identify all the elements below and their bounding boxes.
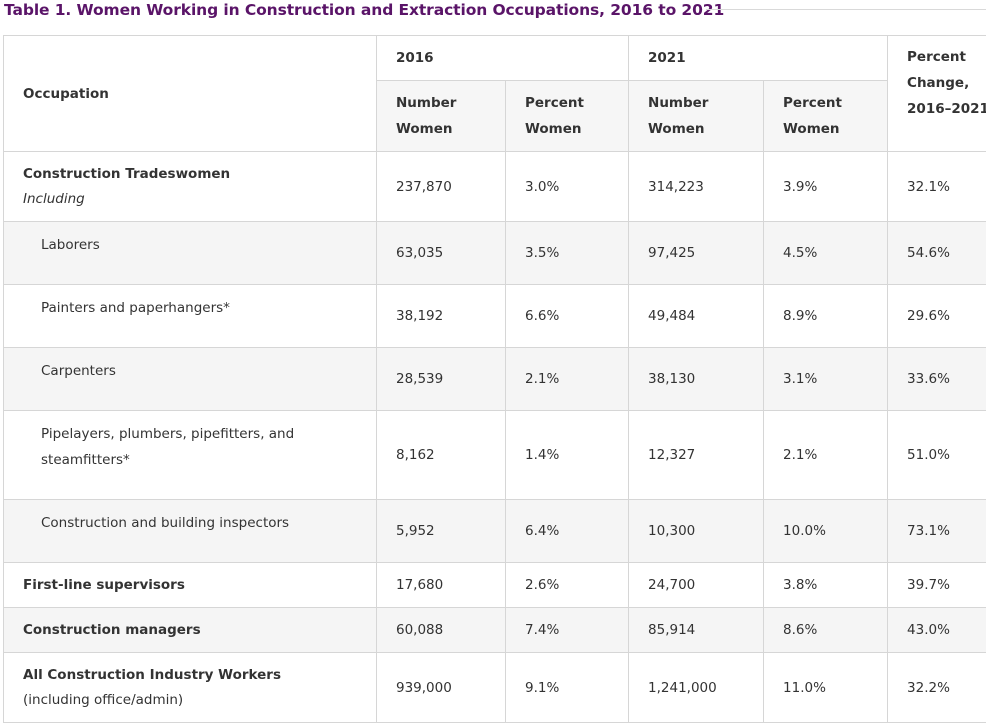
percent-change-header-line2: Change, bbox=[907, 75, 969, 91]
number-women-2016-cell: 63,035 bbox=[377, 222, 506, 285]
percent-women-2016-header-line2: Women bbox=[525, 121, 582, 137]
table-row-first-line-supervisors: First-line supervisors 17,680 2.6% 24,70… bbox=[4, 563, 986, 608]
percent-change-cell: 54.6% bbox=[888, 222, 986, 285]
number-women-2016-cell: 8,162 bbox=[377, 411, 506, 500]
number-women-2021-cell: 24,700 bbox=[629, 563, 764, 608]
number-women-2021-cell: 85,914 bbox=[629, 608, 764, 653]
occupation-header: Occupation bbox=[4, 36, 377, 152]
occupation-name-line1: Pipelayers, plumbers, pipefitters, and bbox=[41, 426, 294, 442]
title-divider bbox=[706, 9, 986, 10]
percent-change-header: Percent Change, 2016–2021 bbox=[888, 36, 986, 152]
number-women-2021-header-line2: Women bbox=[648, 121, 705, 137]
number-women-2021-cell: 97,425 bbox=[629, 222, 764, 285]
percent-change-cell: 43.0% bbox=[888, 608, 986, 653]
table-row-construction-tradeswomen: Construction Tradeswomen Including 237,8… bbox=[4, 152, 986, 222]
number-women-2021-cell: 12,327 bbox=[629, 411, 764, 500]
percent-women-2021-cell: 4.5% bbox=[764, 222, 888, 285]
percent-women-2016-cell: 3.0% bbox=[506, 152, 629, 222]
percent-women-2021-header-line2: Women bbox=[783, 121, 840, 137]
number-women-2016-cell: 939,000 bbox=[377, 653, 506, 723]
percent-change-cell: 73.1% bbox=[888, 500, 986, 563]
number-women-2016-header-line1: Number bbox=[396, 95, 456, 111]
table-row-all-workers: All Construction Industry Workers (inclu… bbox=[4, 653, 986, 723]
number-women-2021-cell: 10,300 bbox=[629, 500, 764, 563]
percent-change-header-line1: Percent bbox=[907, 49, 966, 65]
percent-change-cell: 32.2% bbox=[888, 653, 986, 723]
percent-change-cell: 39.7% bbox=[888, 563, 986, 608]
percent-change-cell: 51.0% bbox=[888, 411, 986, 500]
occupation-cell: Construction managers bbox=[4, 608, 377, 653]
occupation-cell: Carpenters bbox=[4, 348, 377, 411]
occupation-cell: Laborers bbox=[4, 222, 377, 285]
table-title: Table 1. Women Working in Construction a… bbox=[4, 1, 724, 19]
percent-change-cell: 29.6% bbox=[888, 285, 986, 348]
occupation-name: Construction Tradeswomen bbox=[23, 166, 230, 182]
number-women-2016-header-line2: Women bbox=[396, 121, 453, 137]
occupation-cell: Construction Tradeswomen Including bbox=[4, 152, 377, 222]
percent-women-2016-cell: 2.6% bbox=[506, 563, 629, 608]
number-women-2021-header: Number Women bbox=[629, 81, 764, 152]
number-women-2016-cell: 28,539 bbox=[377, 348, 506, 411]
percent-women-2021-cell: 11.0% bbox=[764, 653, 888, 723]
table-row-laborers: Laborers 63,035 3.5% 97,425 4.5% 54.6% bbox=[4, 222, 986, 285]
occupation-note: Including bbox=[23, 187, 376, 212]
occupation-cell: Construction and building inspectors bbox=[4, 500, 377, 563]
percent-change-cell: 32.1% bbox=[888, 152, 986, 222]
number-women-2016-cell: 5,952 bbox=[377, 500, 506, 563]
occupation-note: (including office/admin) bbox=[23, 688, 376, 713]
number-women-2016-cell: 60,088 bbox=[377, 608, 506, 653]
percent-women-2016-cell: 2.1% bbox=[506, 348, 629, 411]
percent-women-2021-cell: 10.0% bbox=[764, 500, 888, 563]
percent-women-2021-cell: 8.9% bbox=[764, 285, 888, 348]
number-women-2016-header: Number Women bbox=[377, 81, 506, 152]
percent-women-2016-cell: 9.1% bbox=[506, 653, 629, 723]
percent-women-2021-cell: 3.9% bbox=[764, 152, 888, 222]
percent-women-2021-header: Percent Women bbox=[764, 81, 888, 152]
table-row-pipelayers: Pipelayers, plumbers, pipefitters, and s… bbox=[4, 411, 986, 500]
percent-women-2021-header-line1: Percent bbox=[783, 95, 842, 111]
percent-women-2016-cell: 7.4% bbox=[506, 608, 629, 653]
number-women-2016-cell: 237,870 bbox=[377, 152, 506, 222]
women-construction-table: Occupation 2016 2021 Percent Change, 201… bbox=[3, 35, 986, 723]
occupation-cell: All Construction Industry Workers (inclu… bbox=[4, 653, 377, 723]
percent-change-cell: 33.6% bbox=[888, 348, 986, 411]
occupation-name-line2: steamfitters* bbox=[41, 452, 130, 468]
number-women-2016-cell: 38,192 bbox=[377, 285, 506, 348]
table-row-inspectors: Construction and building inspectors 5,9… bbox=[4, 500, 986, 563]
table-row-construction-managers: Construction managers 60,088 7.4% 85,914… bbox=[4, 608, 986, 653]
number-women-2016-cell: 17,680 bbox=[377, 563, 506, 608]
percent-women-2016-cell: 6.6% bbox=[506, 285, 629, 348]
percent-women-2021-cell: 3.1% bbox=[764, 348, 888, 411]
percent-women-2021-cell: 2.1% bbox=[764, 411, 888, 500]
occupation-name: All Construction Industry Workers bbox=[23, 667, 281, 683]
occupation-cell: Painters and paperhangers* bbox=[4, 285, 377, 348]
table-caption-area: Table 1. Women Working in Construction a… bbox=[4, 0, 986, 22]
table-row-painters: Painters and paperhangers* 38,192 6.6% 4… bbox=[4, 285, 986, 348]
year-2016-header: 2016 bbox=[377, 36, 629, 81]
percent-women-2016-cell: 1.4% bbox=[506, 411, 629, 500]
number-women-2021-cell: 1,241,000 bbox=[629, 653, 764, 723]
percent-women-2016-cell: 3.5% bbox=[506, 222, 629, 285]
number-women-2021-header-line1: Number bbox=[648, 95, 708, 111]
percent-women-2016-header: Percent Women bbox=[506, 81, 629, 152]
number-women-2021-cell: 49,484 bbox=[629, 285, 764, 348]
year-2021-header: 2021 bbox=[629, 36, 888, 81]
occupation-cell: Pipelayers, plumbers, pipefitters, and s… bbox=[4, 411, 377, 500]
occupation-cell: First-line supervisors bbox=[4, 563, 377, 608]
percent-women-2021-cell: 8.6% bbox=[764, 608, 888, 653]
number-women-2021-cell: 38,130 bbox=[629, 348, 764, 411]
number-women-2021-cell: 314,223 bbox=[629, 152, 764, 222]
percent-change-header-line3: 2016–2021 bbox=[907, 101, 986, 117]
percent-women-2021-cell: 3.8% bbox=[764, 563, 888, 608]
percent-women-2016-cell: 6.4% bbox=[506, 500, 629, 563]
table-row-carpenters: Carpenters 28,539 2.1% 38,130 3.1% 33.6% bbox=[4, 348, 986, 411]
percent-women-2016-header-line1: Percent bbox=[525, 95, 584, 111]
